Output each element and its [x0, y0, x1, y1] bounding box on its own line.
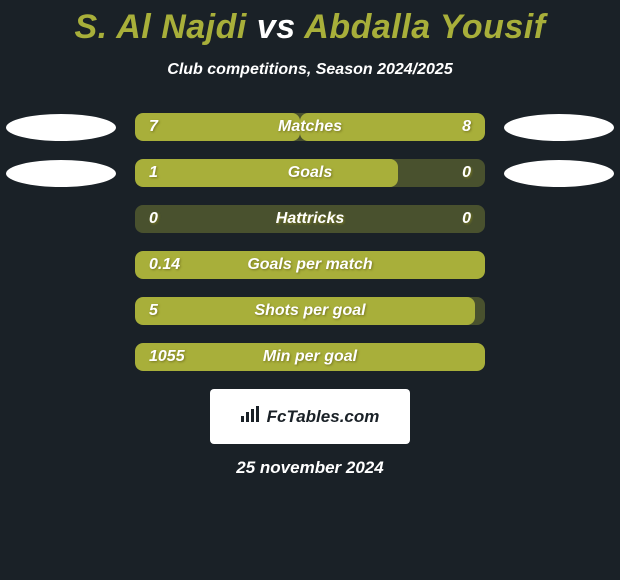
value-left: 0	[149, 210, 158, 228]
stat-bar: 7 Matches 8	[135, 113, 485, 141]
page-title: S. Al Najdi vs Abdalla Yousif	[74, 8, 545, 47]
stat-bar: 1 Goals 0	[135, 159, 485, 187]
stat-row: 0.14 Goals per match	[0, 251, 620, 279]
value-left: 7	[149, 118, 158, 136]
stat-row: 0 Hattricks 0	[0, 205, 620, 233]
source-badge: FcTables.com	[210, 389, 410, 444]
fill-left	[135, 159, 398, 187]
stat-label: Goals	[288, 164, 332, 182]
footer-date: 25 november 2024	[236, 458, 383, 478]
stat-label: Goals per match	[247, 256, 372, 274]
source-badge-text: FcTables.com	[267, 407, 380, 427]
stat-row: 1 Goals 0	[0, 159, 620, 187]
stat-rows: 7 Matches 8 1 Goals 0 0 Hattricks 0 0.14 Goals per…	[0, 113, 620, 371]
stat-bar: 1055 Min per goal	[135, 343, 485, 371]
stat-label: Shots per goal	[254, 302, 365, 320]
stat-bar: 0.14 Goals per match	[135, 251, 485, 279]
value-right: 8	[462, 118, 471, 136]
player-left-ellipse	[6, 160, 116, 187]
stat-row: 7 Matches 8	[0, 113, 620, 141]
player-right-ellipse	[504, 160, 614, 187]
value-left: 1055	[149, 348, 185, 366]
value-right: 0	[462, 164, 471, 182]
stat-bar: 5 Shots per goal	[135, 297, 485, 325]
value-left: 1	[149, 164, 158, 182]
stat-bar: 0 Hattricks 0	[135, 205, 485, 233]
subtitle: Club competitions, Season 2024/2025	[167, 61, 452, 79]
value-left: 5	[149, 302, 158, 320]
chart-icon	[241, 406, 261, 427]
value-left: 0.14	[149, 256, 180, 274]
player-right-ellipse	[504, 114, 614, 141]
fill-left	[135, 113, 300, 141]
stat-row: 1055 Min per goal	[0, 343, 620, 371]
value-right: 0	[462, 210, 471, 228]
player-left-ellipse	[6, 114, 116, 141]
stat-label: Matches	[278, 118, 342, 136]
stat-label: Min per goal	[263, 348, 357, 366]
stat-row: 5 Shots per goal	[0, 297, 620, 325]
stat-label: Hattricks	[276, 210, 344, 228]
